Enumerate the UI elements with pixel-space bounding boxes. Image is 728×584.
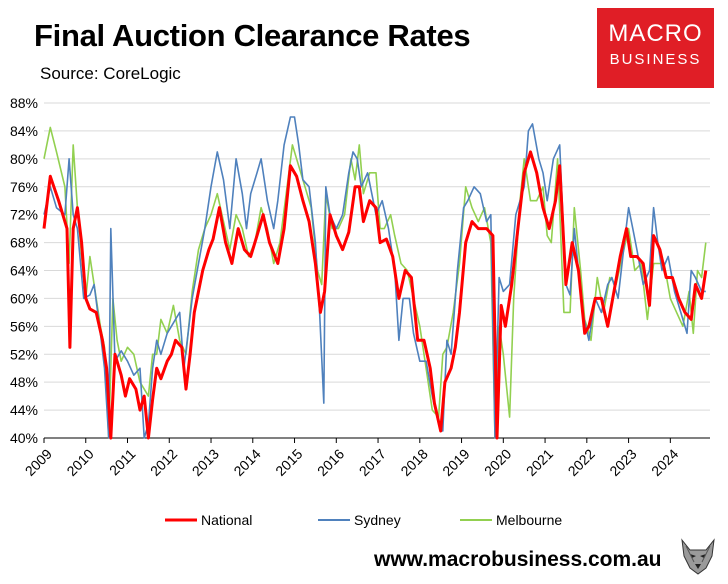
x-tick-label: 2024	[648, 446, 681, 479]
x-axis	[43, 437, 710, 443]
y-tick-label: 48%	[10, 374, 38, 390]
macrobusiness-logo: MACRO BUSINESS	[597, 8, 714, 88]
y-tick-label: 60%	[10, 290, 38, 306]
x-tick-label: 2009	[22, 446, 55, 479]
y-tick-label: 64%	[10, 263, 38, 279]
x-tick-label: 2019	[439, 446, 472, 479]
x-tick-label: 2020	[481, 446, 514, 479]
chart-title: Final Auction Clearance Rates	[34, 18, 471, 53]
x-tick-label: 2010	[63, 446, 96, 479]
y-tick-label: 84%	[10, 123, 38, 139]
y-tick-label: 72%	[10, 207, 38, 223]
y-tick-label: 80%	[10, 151, 38, 167]
x-tick-label: 2016	[314, 446, 347, 479]
legend-label-melbourne: Melbourne	[496, 512, 562, 528]
x-axis-ticks: 2009 2010 2011 2012 2013 2014 2015 2016 2017 2018…	[22, 446, 682, 479]
y-tick-label: 52%	[10, 346, 38, 362]
legend-label-national: National	[201, 512, 252, 528]
x-tick-label: 2014	[230, 446, 263, 479]
y-tick-label: 88%	[10, 95, 38, 111]
y-tick-label: 68%	[10, 235, 38, 251]
series-line-national	[42, 150, 708, 440]
series-line-melbourne	[43, 126, 707, 439]
footer-url: www.macrobusiness.com.au	[374, 548, 662, 571]
series-lines	[42, 116, 708, 440]
y-axis-ticks: 40% 44% 48% 52% 56% 60% 64% 68% 72% 76% 80% 84% 88%	[10, 95, 38, 446]
logo-line-2: BUSINESS	[609, 51, 702, 68]
y-tick-label: 56%	[10, 318, 38, 334]
x-tick-label: 2022	[565, 446, 598, 479]
legend-label-sydney: Sydney	[354, 512, 401, 528]
chart-source: Source: CoreLogic	[40, 64, 181, 83]
x-tick-label: 2018	[397, 446, 430, 479]
y-tick-label: 76%	[10, 179, 38, 195]
x-tick-label: 2013	[189, 446, 222, 479]
x-tick-label: 2012	[147, 446, 180, 479]
wolf-logo-icon	[676, 534, 720, 578]
x-tick-label: 2011	[106, 446, 139, 479]
logo-line-1: MACRO	[608, 20, 703, 47]
y-tick-label: 40%	[10, 430, 38, 446]
x-tick-label: 2021	[523, 446, 556, 479]
x-tick-label: 2023	[606, 446, 639, 479]
y-tick-label: 44%	[10, 402, 38, 418]
x-tick-label: 2017	[356, 446, 389, 479]
legend: National Sydney Melbourne	[165, 512, 562, 528]
series-line-sydney	[43, 116, 706, 439]
x-tick-label: 2015	[272, 446, 305, 479]
